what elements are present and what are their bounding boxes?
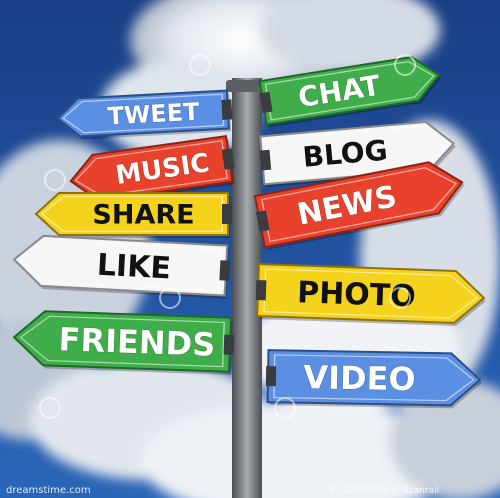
watermark-swirl-icon [159,287,181,309]
sign-friends: FRIENDS [12,310,235,375]
watermark-id: ID 32345678 © Scanrail [330,486,440,496]
sign-video: VIDEO [265,349,482,409]
watermark-swirl-icon [39,397,61,419]
sign-inner-border [261,167,458,243]
watermark-swirl-icon [274,397,296,419]
signs-layer: TWEET CHAT MUSIC BLOG SHARE NEWS LIKE PHOTO FRIE… [12,56,486,409]
sign-music: MUSIC [69,134,235,204]
sign-tweet: TWEET [56,89,233,140]
sign-board [266,349,482,407]
sign-news: NEWS [253,161,465,250]
watermark-logos [39,54,416,419]
pole-cap [226,80,268,92]
sign-share: SHARE [34,192,232,238]
sign-inner-border [263,268,479,319]
cloud [260,0,440,75]
sign-label-like: LIKE [96,248,172,287]
cloud [140,400,460,498]
sign-bracket [265,366,277,387]
sign-bracket [259,91,273,114]
sign-bracket [256,210,270,232]
sign-bracket [223,334,235,355]
sign-bracket [255,279,267,301]
sign-bracket [221,148,235,170]
sign-bracket [219,260,231,281]
sign-label-friends: FRIENDS [58,320,216,363]
sign-bracket [222,204,232,224]
sign-inner-border [19,240,222,292]
sign-label-tweet: TWEET [107,98,201,131]
sign-photo: PHOTO [255,263,486,326]
watermark-swirl-icon [389,287,411,309]
sign-inner-border [265,126,449,181]
sign-like: LIKE [12,234,231,299]
sign-bracket [221,99,233,120]
sign-label-share: SHARE [92,200,194,231]
cloud [390,380,500,498]
sign-inner-border [19,315,225,368]
watermark-site: dreamstime.com [6,485,91,496]
sign-board [253,161,464,249]
sign-label-video: VIDEO [303,358,416,398]
watermark-swirl-icon [394,54,416,76]
sign-inner-border [264,60,435,121]
sign-board [258,56,441,126]
sign-chat: CHAT [258,56,442,128]
watermark-swirl-icon [44,169,66,191]
sign-inner-border [273,354,475,402]
watermark-swirl-icon [189,54,211,76]
sign-label-blog: BLOG [301,134,389,174]
sign-bracket [259,149,272,171]
sign-board [256,263,486,324]
